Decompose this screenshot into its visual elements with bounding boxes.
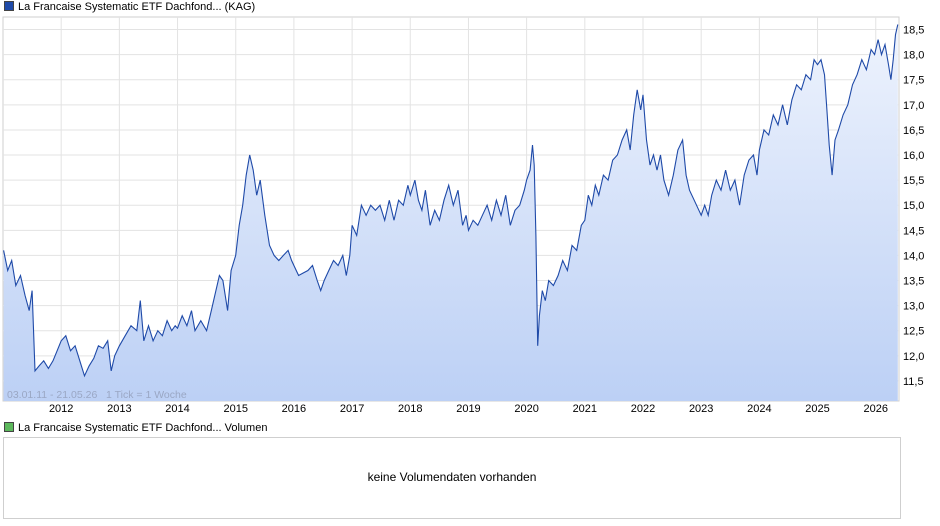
y-tick-label: 16,5 (903, 125, 924, 137)
legend-volume-label: La Francaise Systematic ETF Dachfond... … (18, 422, 268, 434)
y-tick-label: 11,5 (903, 376, 924, 388)
y-tick-label: 13,5 (903, 276, 924, 288)
y-tick-label: 13,0 (903, 301, 924, 313)
price-chart: 03.01.11 - 21.05.26 1 Tick = 1 Woche 11,… (2, 16, 924, 415)
y-tick-label: 17,5 (903, 75, 924, 87)
y-tick-label: 12,0 (903, 351, 924, 363)
legend-price-swatch (4, 1, 14, 11)
y-tick-label: 14,5 (903, 225, 924, 237)
x-tick-label: 2019 (456, 403, 480, 415)
x-tick-label: 2024 (747, 403, 771, 415)
price-line (3, 24, 899, 378)
x-tick-label: 2025 (805, 403, 829, 415)
x-tick-label: 2021 (573, 403, 597, 415)
y-axis-labels: 11,5 12,0 12,5 13,0 13,5 14,0 14,5 15,0 15,5 16,0… (903, 25, 924, 388)
y-tick-label: 15,5 (903, 175, 924, 187)
x-axis-labels: 2012 2013 2014 2015 2016 2017 2018 2019 2020 2021… (49, 403, 888, 415)
legend-price: La Francaise Systematic ETF Dachfond... … (4, 0, 255, 14)
y-tick-label: 18,0 (903, 50, 924, 62)
legend-price-label: La Francaise Systematic ETF Dachfond... … (18, 1, 256, 13)
x-tick-label: 2023 (689, 403, 713, 415)
x-tick-label: 2018 (398, 403, 422, 415)
y-tick-label: 16,0 (903, 150, 924, 162)
x-tick-label: 2014 (165, 403, 189, 415)
x-tick-label: 2022 (631, 403, 655, 415)
x-tick-label: 2015 (223, 403, 247, 415)
x-tick-label: 2013 (107, 403, 131, 415)
volume-panel: keine Volumendaten vorhanden (3, 437, 901, 519)
y-tick-label: 18,5 (903, 25, 924, 37)
legend-volume: La Francaise Systematic ETF Dachfond... … (4, 421, 267, 435)
y-tick-label: 12,5 (903, 326, 924, 338)
x-tick-label: 2026 (863, 403, 887, 415)
x-tick-label: 2020 (514, 403, 538, 415)
x-tick-label: 2012 (49, 403, 73, 415)
y-tick-label: 14,0 (903, 250, 924, 262)
x-tick-label: 2017 (340, 403, 364, 415)
x-tick-label: 2016 (282, 403, 306, 415)
price-area (3, 24, 898, 401)
legend-volume-swatch (4, 422, 14, 432)
no-volume-message: keine Volumendaten vorhanden (367, 470, 537, 484)
y-tick-label: 15,0 (903, 200, 924, 212)
y-tick-label: 17,0 (903, 100, 924, 112)
date-range-info: 03.01.11 - 21.05.26 1 Tick = 1 Woche (7, 389, 187, 401)
